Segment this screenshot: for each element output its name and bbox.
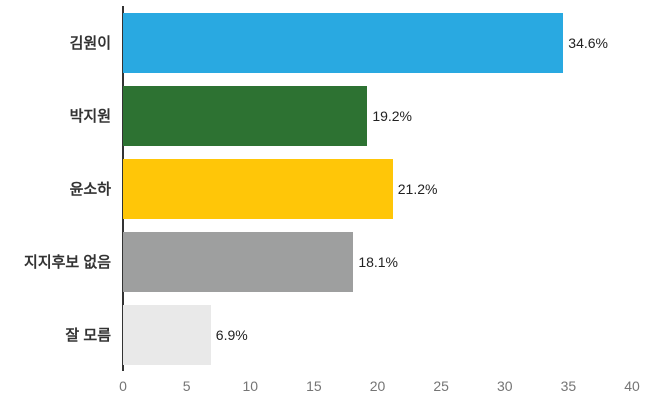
- bar-row: 윤소하 21.2%: [0, 152, 632, 225]
- x-axis: 0 5 10 15 20 25 30 35 40: [119, 378, 640, 400]
- x-axis-tick-label: 35: [560, 378, 577, 394]
- x-axis-tick-label: 5: [182, 378, 191, 394]
- x-axis-tick-label: 30: [496, 378, 513, 394]
- bar-value-label: 6.9%: [215, 326, 248, 343]
- bar-track: 6.9%: [123, 304, 632, 365]
- bar-row: 잘 모름 6.9%: [0, 298, 632, 371]
- bar-value-label: 21.2%: [397, 180, 438, 197]
- bar-row: 김원이 34.6%: [0, 6, 632, 79]
- bar-value-label: 18.1%: [358, 253, 399, 270]
- category-label: 박지원: [69, 108, 111, 125]
- x-axis-tick-label: 25: [433, 378, 449, 394]
- bar: [123, 231, 354, 292]
- bar: [123, 85, 368, 146]
- x-axis-tick-label: 15: [306, 378, 322, 394]
- category-label: 잘 모름: [65, 327, 111, 344]
- bar-value-label: 34.6%: [568, 34, 608, 51]
- bars-area: 김원이 34.6% 박지원 19.2% 윤소하 21.2% 지지후보 없음 18.1% 잘 모름…: [0, 6, 632, 371]
- bar-track: 18.1%: [123, 231, 632, 292]
- x-axis-tick-label: 0: [119, 378, 127, 394]
- bar-track: 19.2%: [123, 85, 632, 146]
- bar-track: 21.2%: [123, 158, 632, 219]
- category-label: 윤소하: [69, 181, 111, 198]
- x-axis-tick-label: 40: [624, 378, 640, 394]
- category-label: 지지후보 없음: [24, 254, 111, 271]
- bar: [123, 304, 211, 365]
- x-axis-tick-label: 20: [369, 378, 386, 394]
- x-axis-tick-label: 10: [242, 378, 259, 394]
- bar-row: 박지원 19.2%: [0, 79, 632, 152]
- bar-value-label: 19.2%: [372, 107, 413, 124]
- bar: [123, 12, 564, 73]
- bar: [123, 158, 393, 219]
- bar-track: 34.6%: [123, 12, 632, 73]
- bar-row: 지지후보 없음 18.1%: [0, 225, 632, 298]
- category-label: 김원이: [69, 35, 111, 52]
